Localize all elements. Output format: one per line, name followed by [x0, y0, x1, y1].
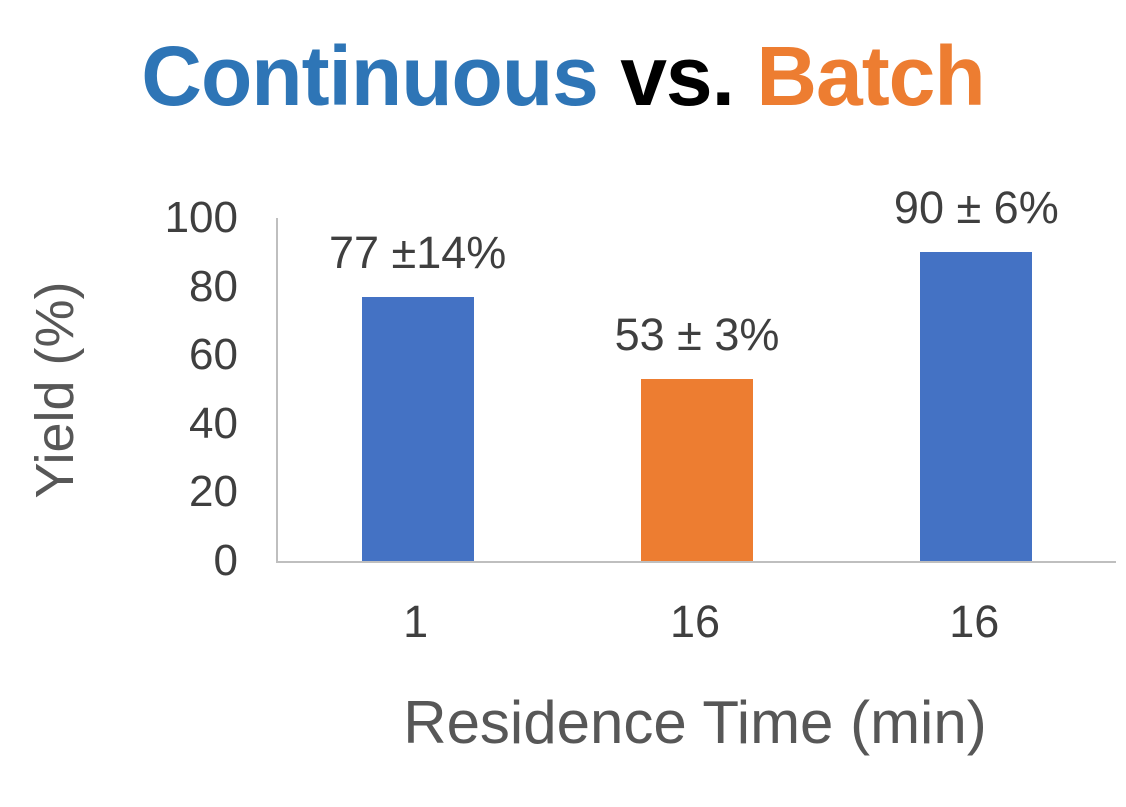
bar — [920, 252, 1033, 561]
bar-value-label: 53 ± 3% — [614, 309, 780, 361]
plot-area: 77 ±14% 53 ± 3% 90 ± 6% — [276, 182, 1116, 563]
y-tick-label: 20 — [189, 467, 238, 517]
x-axis-label: Residence Time (min) — [403, 689, 987, 756]
x-tick-label: 1 — [403, 596, 429, 647]
y-axis-label: Yield (%) — [25, 281, 85, 499]
y-axis-ticks: 0 20 40 60 80 100 — [120, 0, 238, 807]
y-tick-label: 60 — [189, 330, 238, 380]
chart-title: Continuous vs. Batch — [0, 28, 1126, 125]
chart-title-batch: Batch — [756, 29, 985, 123]
x-tick-label: 16 — [949, 596, 1000, 647]
x-axis-ticks: 1 16 16 — [276, 596, 1114, 648]
chart-title-vs: vs. — [597, 29, 757, 123]
y-tick-label: 0 — [213, 536, 238, 585]
chart-title-continuous: Continuous — [141, 29, 599, 123]
bar — [640, 379, 753, 561]
bar-column: 77 ±14% — [278, 218, 557, 561]
y-tick-label: 40 — [189, 398, 238, 448]
y-tick-label: 100 — [164, 193, 238, 242]
bar-value-label: 90 ± 6% — [893, 182, 1059, 234]
y-tick-label: 80 — [189, 261, 238, 311]
bar-column: 90 ± 6% — [837, 182, 1116, 561]
bar-column: 53 ± 3% — [557, 218, 836, 561]
bar-series: 77 ±14% 53 ± 3% 90 ± 6% — [278, 182, 1116, 561]
bar — [361, 296, 474, 561]
bar-value-label: 77 ±14% — [328, 226, 507, 278]
x-tick-label: 16 — [669, 596, 721, 647]
